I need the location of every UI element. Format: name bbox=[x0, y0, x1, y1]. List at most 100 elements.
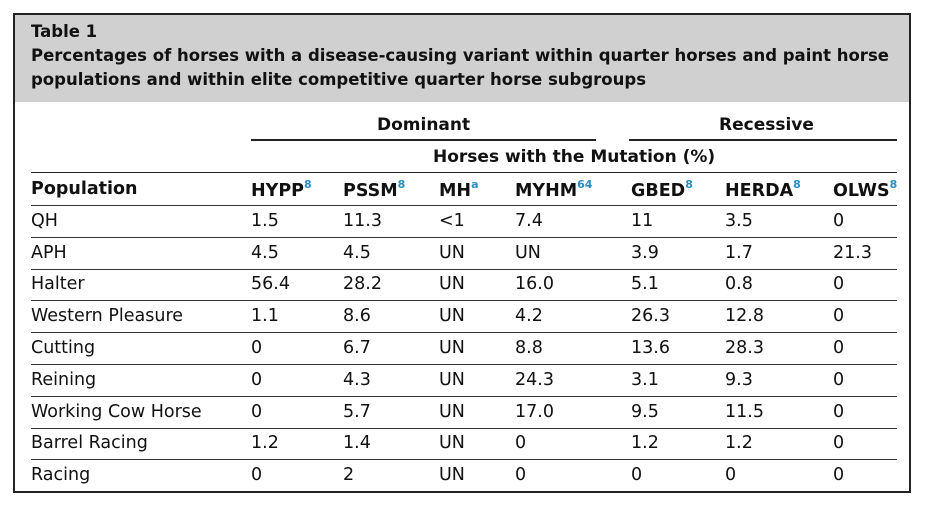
dominant-rule bbox=[251, 139, 596, 141]
column-header-label: HERDA bbox=[725, 180, 794, 201]
population-cell: Barrel Racing bbox=[31, 433, 148, 454]
column-header-gbed: GBED8 bbox=[631, 178, 693, 201]
value-cell: 1.1 bbox=[251, 306, 279, 327]
column-header-reference: 8 bbox=[793, 178, 801, 191]
value-cell: 0 bbox=[833, 274, 845, 295]
value-cell: 11.3 bbox=[343, 210, 382, 231]
value-cell: 4.3 bbox=[343, 369, 371, 390]
value-cell: 9.5 bbox=[631, 401, 659, 422]
value-cell: UN bbox=[439, 433, 465, 454]
value-cell: 0 bbox=[515, 433, 527, 454]
value-cell: 1.2 bbox=[631, 433, 659, 454]
value-cell: 0 bbox=[515, 465, 527, 486]
column-header-label: PSSM bbox=[343, 180, 398, 201]
column-header-reference: 64 bbox=[577, 178, 593, 191]
column-header-label: MYHM bbox=[515, 180, 578, 201]
population-cell: Western Pleasure bbox=[31, 306, 184, 327]
column-header-reference: a bbox=[471, 178, 479, 191]
column-header-olws: OLWS8 bbox=[833, 178, 898, 201]
value-cell: 0 bbox=[833, 369, 845, 390]
table-row: QH 1.5 11.3 <1 7.4 11 3.5 0 bbox=[31, 207, 897, 238]
value-cell: 0 bbox=[833, 338, 845, 358]
table-frame: Table 1 Percentages of horses with a dis… bbox=[13, 13, 911, 493]
value-cell: 5.7 bbox=[343, 401, 371, 422]
table-row: Racing 0 2 UN 0 0 0 0 bbox=[31, 461, 897, 491]
population-cell: Racing bbox=[31, 465, 91, 486]
population-cell: Cutting bbox=[31, 338, 96, 358]
value-cell: 24.3 bbox=[515, 369, 554, 390]
value-cell: 16.0 bbox=[515, 274, 554, 295]
value-cell: 21.3 bbox=[833, 242, 872, 263]
population-cell: APH bbox=[31, 242, 67, 263]
table-row: Cutting 0 6.7 UN 8.8 13.6 28.3 0 bbox=[31, 334, 897, 365]
column-header-label: MH bbox=[439, 180, 472, 201]
recessive-rule bbox=[629, 139, 897, 141]
column-header-reference: 8 bbox=[685, 178, 693, 191]
column-header-label: Population bbox=[31, 179, 138, 199]
value-cell: 56.4 bbox=[251, 274, 290, 295]
row-rule bbox=[31, 395, 897, 397]
value-cell: UN bbox=[439, 274, 465, 295]
value-cell: UN bbox=[515, 242, 541, 263]
table-number: Table 1 bbox=[31, 22, 98, 41]
value-cell: 1.2 bbox=[725, 433, 753, 454]
table-row: Working Cow Horse 0 5.7 UN 17.0 9.5 11.5 0 bbox=[31, 398, 897, 429]
row-rule bbox=[31, 236, 897, 238]
value-cell: 0 bbox=[251, 369, 263, 390]
table-caption: Table 1 Percentages of horses with a dis… bbox=[15, 15, 909, 102]
value-cell: 4.5 bbox=[343, 242, 371, 263]
value-cell: 0 bbox=[833, 306, 845, 327]
column-header-reference: 8 bbox=[303, 178, 312, 191]
subheader: Horses with the Mutation (%) bbox=[433, 147, 716, 167]
column-header-reference: 8 bbox=[889, 178, 898, 191]
value-cell: 4.5 bbox=[251, 242, 279, 263]
column-header-label: HYPP bbox=[251, 180, 304, 201]
group-header-recessive: Recessive bbox=[719, 115, 814, 135]
table-title: Percentages of horses with a disease-cau… bbox=[31, 46, 889, 89]
column-header-myhm: MYHM64 bbox=[515, 178, 593, 201]
row-rule bbox=[31, 205, 897, 206]
table-row: Halter 56.4 28.2 UN 16.0 5.1 0.8 0 bbox=[31, 270, 897, 302]
value-cell: 0 bbox=[251, 338, 263, 358]
value-cell: 1.4 bbox=[343, 433, 371, 454]
value-cell: 0 bbox=[725, 465, 737, 486]
value-cell: 7.4 bbox=[515, 210, 543, 231]
table-row: APH 4.5 4.5 UN UN 3.9 1.7 21.3 bbox=[31, 239, 897, 270]
value-cell: 11.5 bbox=[725, 401, 764, 422]
value-cell: UN bbox=[439, 401, 465, 422]
value-cell: 0 bbox=[833, 210, 845, 231]
row-rule bbox=[31, 459, 897, 461]
value-cell: UN bbox=[439, 242, 465, 263]
row-rule bbox=[31, 332, 897, 334]
population-cell: QH bbox=[31, 210, 58, 231]
group-header-dominant: Dominant bbox=[377, 115, 471, 135]
column-header-mh: MHa bbox=[439, 178, 479, 201]
value-cell: 11 bbox=[631, 210, 654, 231]
row-rule bbox=[31, 300, 897, 302]
value-cell: 0 bbox=[631, 465, 643, 486]
value-cell: 3.9 bbox=[631, 242, 659, 263]
value-cell: 8.6 bbox=[343, 306, 371, 327]
value-cell: 28.2 bbox=[343, 274, 382, 295]
value-cell: 0 bbox=[833, 401, 845, 422]
column-header-herda: HERDA8 bbox=[725, 178, 801, 201]
value-cell: 8.8 bbox=[515, 338, 543, 358]
row-rule bbox=[31, 268, 897, 270]
column-header-hypp: HYPP8 bbox=[251, 178, 312, 201]
population-cell: Working Cow Horse bbox=[31, 401, 202, 422]
column-header-population: Population bbox=[31, 179, 138, 199]
column-header-label: OLWS bbox=[833, 180, 890, 201]
value-cell: 1.7 bbox=[725, 242, 753, 263]
value-cell: 5.1 bbox=[631, 274, 659, 295]
row-rule bbox=[31, 364, 897, 365]
value-cell: UN bbox=[439, 338, 465, 358]
value-cell: 9.3 bbox=[725, 369, 753, 390]
value-cell: 0 bbox=[251, 401, 263, 422]
value-cell: 4.2 bbox=[515, 306, 543, 327]
value-cell: 0 bbox=[251, 465, 263, 486]
value-cell: 12.8 bbox=[725, 306, 764, 327]
population-cell: Reining bbox=[31, 369, 97, 390]
value-cell: 1.2 bbox=[251, 433, 279, 454]
value-cell: 1.5 bbox=[251, 210, 279, 231]
value-cell: 0 bbox=[833, 433, 845, 454]
